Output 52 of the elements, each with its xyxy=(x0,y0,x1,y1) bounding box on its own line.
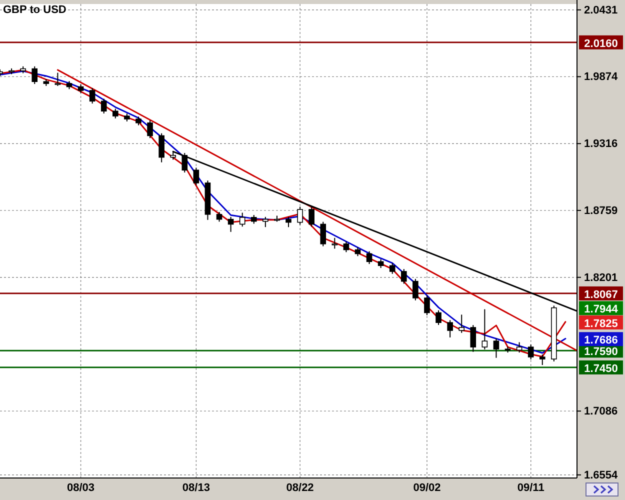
y-tick-label: 1.6554 xyxy=(584,469,619,482)
annotation: 1.7825 xyxy=(584,318,618,330)
candlestick xyxy=(32,66,38,84)
candlestick xyxy=(528,344,534,360)
ref-line-label: 2.0160 xyxy=(584,38,618,50)
y-tick-label: 1.8759 xyxy=(584,204,618,217)
candlestick xyxy=(482,308,488,350)
y-tick-label: 1.8201 xyxy=(584,272,618,284)
candlestick xyxy=(112,108,118,119)
candlestick xyxy=(401,268,407,284)
ref-line-label: 1.8067 xyxy=(584,288,618,301)
candlestick xyxy=(424,295,430,316)
y-tick-label: 1.9316 xyxy=(584,138,618,150)
chart-title: GBP to USD xyxy=(3,4,66,16)
candlestick xyxy=(332,237,338,250)
candlestick xyxy=(343,240,350,253)
x-tick-label: 09/11 xyxy=(517,482,544,494)
candlestick xyxy=(470,324,476,352)
candlestick xyxy=(436,310,442,326)
candlestick xyxy=(216,211,222,222)
candlestick xyxy=(366,250,372,265)
candlestick xyxy=(100,98,107,114)
x-tick-label: 08/22 xyxy=(286,482,314,494)
candlestick xyxy=(147,120,153,139)
candlestick xyxy=(286,216,292,228)
annotation: 1.7686 xyxy=(584,334,618,347)
ref-line-label: 1.7450 xyxy=(584,362,618,375)
candlestick xyxy=(447,320,453,338)
x-tick-label: 08/03 xyxy=(67,482,95,494)
candlestick xyxy=(308,206,314,228)
ref-line-label: 1.7590 xyxy=(584,346,618,358)
candlestick xyxy=(320,221,326,247)
candlestick xyxy=(458,314,464,334)
candlestick xyxy=(158,132,164,163)
candlestick xyxy=(389,262,396,274)
candlestick xyxy=(89,88,96,104)
x-tick-label: 09/02 xyxy=(413,482,441,494)
candlestick xyxy=(412,278,418,301)
candlestick xyxy=(239,212,246,228)
candlestick xyxy=(262,216,268,228)
y-tick-label: 1.9874 xyxy=(584,71,619,84)
candlestick xyxy=(297,206,303,226)
y-tick-label: 2.0431 xyxy=(584,4,618,16)
candlestick xyxy=(193,167,200,186)
candlestick xyxy=(493,338,500,358)
annotation: 1.7944 xyxy=(584,304,619,316)
y-tick-label: 1.7086 xyxy=(584,406,618,418)
candlestick xyxy=(516,342,522,354)
candlestick xyxy=(228,216,234,232)
candlestick xyxy=(54,72,61,86)
candlestick xyxy=(539,354,546,366)
x-tick-label: 08/13 xyxy=(182,482,210,494)
